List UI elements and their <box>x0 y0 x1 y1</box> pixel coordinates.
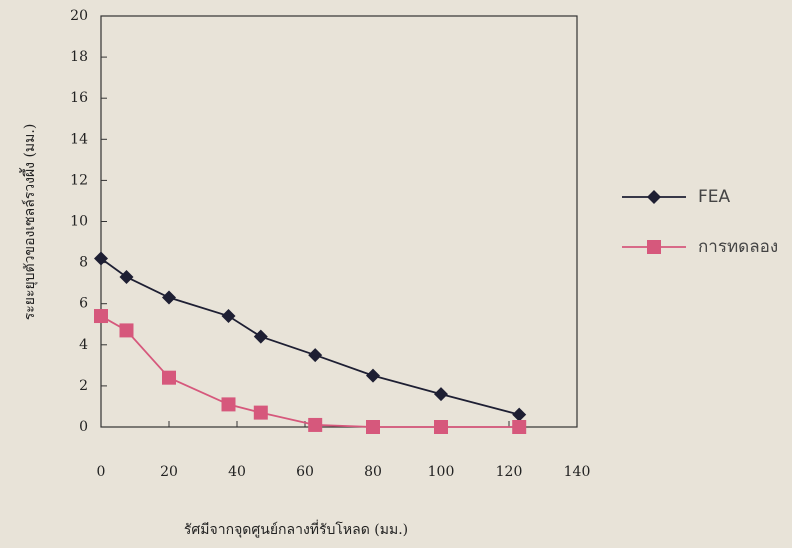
y-tick-label: 18 <box>70 49 88 65</box>
y-tick-label: 2 <box>79 378 88 394</box>
marker-square <box>366 420 380 434</box>
marker-square <box>434 420 448 434</box>
y-tick-label: 16 <box>70 90 88 106</box>
y-tick-label: 6 <box>79 296 88 312</box>
marker-diamond <box>434 387 448 402</box>
x-tick-label: 60 <box>296 464 314 480</box>
y-tick-label: 0 <box>79 419 88 435</box>
y-tick-label: 8 <box>79 255 88 271</box>
marker-diamond <box>366 368 380 383</box>
x-tick-label: 0 <box>97 464 106 480</box>
marker-square <box>512 420 527 434</box>
marker-diamond <box>119 269 134 284</box>
marker-diamond <box>647 190 661 204</box>
x-tick-label: 100 <box>428 464 455 480</box>
legend-label: FEA <box>698 187 731 207</box>
y-tick-label: 14 <box>70 131 88 147</box>
marker-diamond <box>308 348 323 363</box>
y-tick-label: 4 <box>79 337 88 353</box>
y-axis-label: ระยะยุบตัวของเซลล์รวงผึ้ง (มม.) <box>19 124 38 321</box>
x-tick-label: 140 <box>564 464 591 480</box>
marker-square <box>162 370 176 385</box>
marker-square <box>253 405 268 420</box>
marker-diamond <box>94 251 108 266</box>
x-tick-label: 20 <box>160 464 178 480</box>
marker-square <box>94 309 108 324</box>
marker-diamond <box>512 407 527 422</box>
marker-square <box>308 417 323 432</box>
y-tick-label: 20 <box>70 8 88 24</box>
x-tick-label: 40 <box>228 464 246 480</box>
marker-square <box>221 397 236 412</box>
marker-diamond <box>221 309 236 324</box>
legend-label: การทดลอง <box>698 237 778 257</box>
x-tick-label: 80 <box>364 464 382 480</box>
marker-diamond <box>162 290 176 305</box>
y-tick-label: 10 <box>70 214 88 230</box>
x-tick-label: 120 <box>496 464 523 480</box>
marker-square <box>647 240 661 254</box>
y-tick-label: 12 <box>70 172 88 188</box>
marker-square <box>119 323 134 338</box>
x-axis-label: รัศมีจากจุดศูนย์กลางที่รับโหลด (มม.) <box>184 520 408 538</box>
marker-diamond <box>253 329 268 344</box>
